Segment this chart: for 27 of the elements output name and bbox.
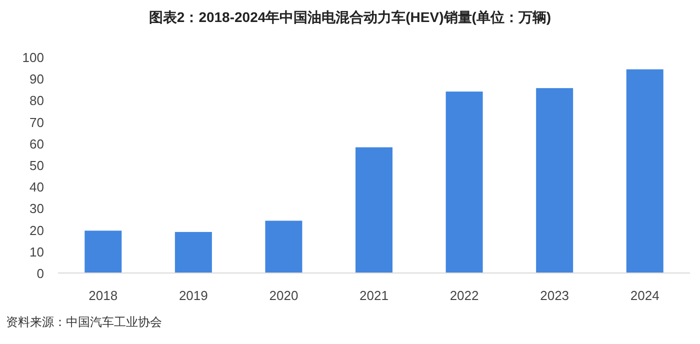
y-tick-label: 80	[30, 93, 44, 108]
x-tick-label: 2020	[269, 288, 298, 303]
y-tick-label: 0	[36, 266, 44, 281]
y-tick-label: 90	[30, 72, 44, 87]
x-tick-label: 2021	[360, 288, 388, 303]
y-tick-label: 40	[30, 180, 44, 195]
bar	[174, 232, 212, 273]
x-tick-label: 2019	[178, 288, 208, 303]
y-tick-label: 60	[30, 136, 44, 152]
y-tick-label: 30	[30, 201, 44, 216]
x-tick-label: 2024	[630, 288, 660, 303]
bar	[536, 88, 574, 273]
x-tick-label: 2018	[88, 288, 118, 303]
y-tick-label: 10	[30, 244, 44, 260]
y-tick-label: 20	[30, 222, 44, 238]
y-tick-label: 50	[30, 158, 44, 173]
bar	[626, 69, 664, 273]
bar	[265, 220, 302, 273]
chart-title: 图表2：2018-2024年中国油电混合动力车(HEV)销量(单位：万辆)	[148, 9, 552, 25]
text: 资料来源：中国汽车工业协会	[6, 315, 162, 329]
y-tick-label: 100	[22, 50, 44, 65]
x-tick-label: 2022	[450, 288, 479, 303]
bar	[446, 92, 483, 273]
y-tick-label: 70	[30, 114, 44, 130]
bar	[356, 147, 392, 273]
bar	[84, 230, 122, 273]
x-tick-label: 2023	[540, 288, 570, 303]
